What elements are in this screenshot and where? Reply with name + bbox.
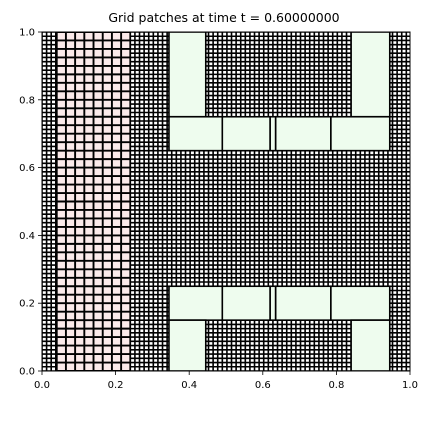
patch-13 bbox=[350, 319, 391, 371]
patch-10 bbox=[274, 285, 332, 321]
patch-6 bbox=[330, 115, 391, 152]
y-tick-label: 0.6 bbox=[19, 163, 35, 174]
x-axis-ticks: 0.0 0.2 0.4 0.6 0.8 1.0 bbox=[34, 371, 418, 391]
y-tick-label: 1.0 bbox=[19, 28, 35, 39]
x-tick-label: 1.0 bbox=[402, 380, 418, 391]
y-tick-label: 0.0 bbox=[19, 367, 35, 378]
region-grid-lines bbox=[55, 32, 132, 371]
patch-9 bbox=[269, 285, 277, 321]
patch-8 bbox=[221, 285, 271, 321]
patch-5 bbox=[274, 115, 332, 152]
region-grid-lines bbox=[42, 32, 57, 371]
patches bbox=[168, 32, 391, 371]
patch-2 bbox=[168, 115, 224, 152]
y-tick-label: 0.8 bbox=[19, 95, 35, 106]
axes-frame bbox=[41, 31, 411, 372]
patch-7 bbox=[168, 285, 224, 321]
patch-12 bbox=[168, 319, 207, 371]
y-tick-label: 0.2 bbox=[19, 299, 35, 310]
y-tick-label: 0.4 bbox=[19, 231, 35, 242]
patch-0 bbox=[168, 32, 207, 118]
patch-1 bbox=[350, 32, 391, 118]
plot-area bbox=[42, 32, 410, 371]
x-tick-label: 0.2 bbox=[108, 380, 124, 391]
region-fine-left-strip bbox=[42, 32, 57, 371]
chart-title: Grid patches at time t = 0.60000000 bbox=[108, 10, 339, 25]
region-coarse-column bbox=[55, 32, 132, 371]
x-tick-label: 0.4 bbox=[181, 380, 197, 391]
x-tick-label: 0.8 bbox=[328, 380, 344, 391]
x-tick-label: 0.0 bbox=[34, 380, 50, 391]
patch-4 bbox=[269, 115, 277, 152]
y-axis-ticks: 0.0 0.2 0.4 0.6 0.8 1.0 bbox=[19, 28, 42, 378]
patch-3 bbox=[221, 115, 271, 152]
x-tick-label: 0.6 bbox=[255, 380, 271, 391]
patch-11 bbox=[330, 285, 391, 321]
